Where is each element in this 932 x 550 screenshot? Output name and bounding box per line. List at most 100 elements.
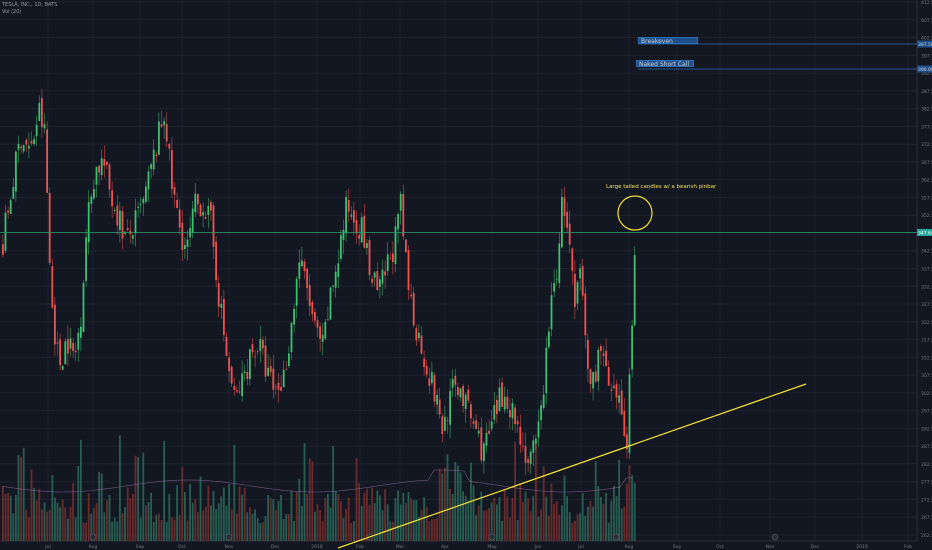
candle-body <box>425 365 428 375</box>
candle-body <box>215 241 217 281</box>
candle-body <box>277 382 280 390</box>
volume-bar <box>615 496 618 541</box>
candle-body <box>301 260 303 267</box>
candle-body <box>275 386 277 388</box>
volume-bar <box>173 519 176 541</box>
candle-body <box>519 426 522 445</box>
volume-bar <box>527 498 529 541</box>
volume-bar <box>243 488 246 541</box>
candle-body <box>246 372 249 379</box>
candle-body <box>67 339 69 354</box>
candle-body <box>202 212 204 216</box>
volume-bar <box>592 506 594 541</box>
volume-bar <box>329 507 332 541</box>
candle-body <box>9 200 12 214</box>
volume-bar <box>366 488 368 541</box>
volume-bar <box>321 520 324 541</box>
volume-bar <box>332 445 334 541</box>
volume-bar <box>553 503 555 541</box>
candle-body <box>509 409 511 418</box>
y-tick-label: 277.50 <box>921 480 932 486</box>
x-tick-label: Apr <box>441 544 449 550</box>
candle-body <box>607 367 610 386</box>
volume-bar <box>4 493 7 541</box>
volume-bar <box>197 512 199 541</box>
short-call-line-tag-text: 390.00 <box>918 67 932 73</box>
candle-body <box>220 303 223 308</box>
candle-body <box>204 217 207 219</box>
candle-body <box>119 210 121 231</box>
volume-bar <box>298 478 301 541</box>
volume-bar <box>496 504 498 541</box>
volume-bar <box>163 440 165 541</box>
volume-bar <box>389 521 392 541</box>
volume-bar <box>38 488 41 541</box>
naked-short-call-label[interactable]: Naked Short Call <box>636 60 694 68</box>
breakeven-line-tag-text: 397.50 <box>918 42 932 48</box>
volume-bar <box>25 509 28 541</box>
volume-bar <box>345 508 347 541</box>
x-tick-label: Jul <box>44 544 50 550</box>
candle-body <box>600 346 602 351</box>
volume-bar <box>306 494 308 541</box>
candle-body <box>631 325 633 370</box>
y-tick-label: 317.50 <box>921 338 932 344</box>
breakeven-label[interactable]: Breakeven <box>638 37 698 45</box>
volume-bar <box>358 483 360 541</box>
candle-body <box>514 407 516 425</box>
volume-bar <box>301 506 303 541</box>
candle-body <box>384 271 386 276</box>
volume-bar <box>259 522 262 541</box>
volume-bar <box>363 492 366 541</box>
volume-bar <box>524 491 527 541</box>
volume-bar <box>186 520 189 541</box>
volume-bar <box>576 514 579 541</box>
y-tick-label: 272.50 <box>921 497 932 503</box>
candle-body <box>438 399 441 415</box>
current-price-tag-text: 347.64 <box>918 230 932 236</box>
candle-body <box>394 226 397 264</box>
candle-body <box>545 347 548 394</box>
volume-bar <box>548 515 550 541</box>
candle-body <box>511 403 514 419</box>
volume-bar <box>498 497 501 541</box>
candle-body <box>256 351 259 353</box>
y-tick-label: 287.50 <box>921 444 932 450</box>
candle-body <box>288 353 290 366</box>
volume-bar <box>558 514 561 541</box>
candle-body <box>251 344 254 353</box>
candle-body <box>46 129 48 193</box>
volume-bar <box>28 516 30 541</box>
candle-body <box>542 394 545 408</box>
candle-body <box>12 187 15 199</box>
volume-bar <box>308 458 311 541</box>
volume-bar <box>464 495 467 541</box>
volume-bar <box>139 517 142 541</box>
volume-bar <box>119 435 121 541</box>
candle-body <box>20 146 22 149</box>
candle-body <box>597 349 600 382</box>
candle-body <box>100 158 103 176</box>
candle-body <box>241 373 243 397</box>
candle-body <box>108 164 111 190</box>
candle-body <box>615 384 618 398</box>
candle-body <box>574 273 576 307</box>
volume-bar <box>303 443 306 541</box>
candle-body <box>176 199 178 208</box>
candle-body <box>321 334 324 342</box>
candle-body <box>480 427 483 461</box>
y-tick-label: 337.50 <box>921 267 932 273</box>
y-tick-label: 412.50 <box>921 0 932 6</box>
candle-body <box>17 143 20 150</box>
volume-bar <box>597 486 600 541</box>
volume-bar <box>379 495 381 541</box>
candle-body <box>332 285 334 287</box>
y-tick-label: 312.50 <box>921 355 932 361</box>
y-tick-label: 402.50 <box>921 36 932 42</box>
volume-bar <box>618 459 620 541</box>
candle-body <box>69 338 72 349</box>
volume-bar <box>514 441 516 541</box>
candle-body <box>327 319 329 321</box>
